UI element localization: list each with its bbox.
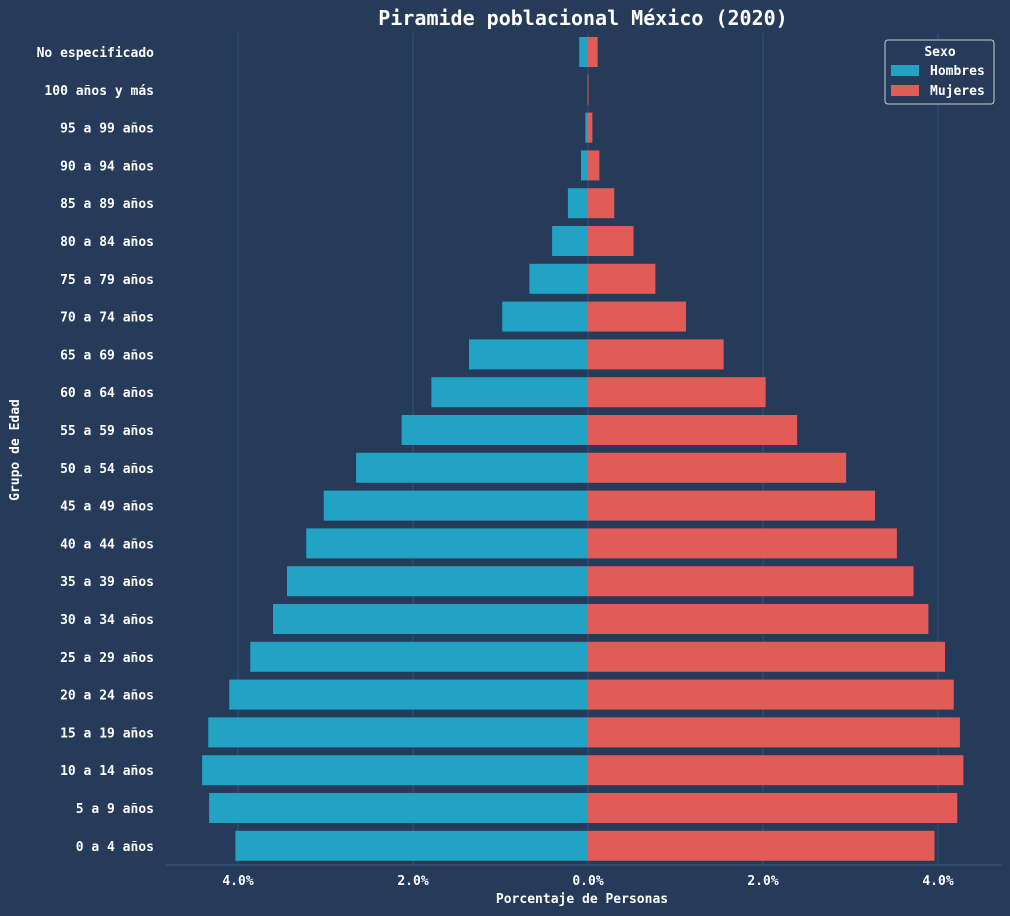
category-label-40-a-44-anos: 40 a 44 años xyxy=(60,537,154,552)
category-label-5-a-9-anos: 5 a 9 años xyxy=(76,802,154,817)
bar-mujeres-25-a-29-anos xyxy=(588,641,945,672)
x-tick-label: 0.0% xyxy=(572,874,603,889)
category-label-65-a-69-anos: 65 a 69 años xyxy=(60,348,154,363)
bar-hombres-100-anos-y-mas xyxy=(587,74,589,105)
category-label-45-a-49-anos: 45 a 49 años xyxy=(60,500,154,515)
category-label-95-a-99-anos: 95 a 99 años xyxy=(60,122,154,137)
bar-mujeres-90-a-94-anos xyxy=(588,150,600,181)
legend-swatch-hombres xyxy=(891,65,919,76)
bar-hombres-15-a-19-anos xyxy=(208,717,588,748)
bar-hombres-40-a-44-anos xyxy=(306,528,588,559)
bar-hombres-10-a-14-anos xyxy=(202,755,588,786)
legend-label-hombres: Hombres xyxy=(930,64,985,79)
x-tick-label: 2.0% xyxy=(397,874,428,889)
category-label-25-a-29-anos: 25 a 29 años xyxy=(60,651,154,666)
category-label-85-a-89-anos: 85 a 89 años xyxy=(60,197,154,212)
bars-group xyxy=(202,37,964,861)
x-tick-label: 4.0% xyxy=(922,874,953,889)
bar-mujeres-70-a-74-anos xyxy=(588,301,686,332)
legend-title: Sexo xyxy=(924,45,955,60)
category-label-50-a-54-anos: 50 a 54 años xyxy=(60,462,154,477)
legend: Sexo Hombres Mujeres xyxy=(884,39,995,105)
x-tick-label: 2.0% xyxy=(747,874,778,889)
x-tick-labels: 4.0% 2.0% 0.0% 2.0% 4.0% xyxy=(222,874,953,889)
bar-mujeres-5-a-9-anos xyxy=(588,793,958,823)
bar-mujeres-60-a-64-anos xyxy=(588,377,766,408)
category-labels: No especificado 100 años y más 95 a 99 año… xyxy=(37,46,155,855)
bar-hombres-80-a-84-anos xyxy=(552,226,588,256)
category-label-no-especificado: No especificado xyxy=(37,46,155,61)
category-label-10-a-14-anos: 10 a 14 años xyxy=(60,764,154,779)
bar-mujeres-100-anos-y-mas xyxy=(588,74,589,105)
category-label-35-a-39-anos: 35 a 39 años xyxy=(60,575,154,590)
x-axis-label: Porcentaje de Personas xyxy=(496,892,668,907)
bar-mujeres-50-a-54-anos xyxy=(588,452,847,483)
category-label-60-a-64-anos: 60 a 64 años xyxy=(60,386,154,401)
legend-label-mujeres: Mujeres xyxy=(930,84,985,99)
bar-hombres-90-a-94-anos xyxy=(581,150,588,181)
bar-hombres-0-a-4-anos xyxy=(235,830,588,861)
bar-mujeres-35-a-39-anos xyxy=(588,566,914,597)
bar-mujeres-85-a-89-anos xyxy=(588,188,615,219)
bar-hombres-95-a-99-anos xyxy=(585,112,588,143)
x-tick-label: 4.0% xyxy=(222,874,253,889)
bar-hombres-30-a-34-anos xyxy=(273,604,588,634)
bar-hombres-no-especificado xyxy=(579,37,588,67)
category-label-30-a-34-anos: 30 a 34 años xyxy=(60,613,154,628)
category-label-80-a-84-anos: 80 a 84 años xyxy=(60,235,154,250)
category-label-90-a-94-anos: 90 a 94 años xyxy=(60,159,154,174)
bar-hombres-70-a-74-anos xyxy=(502,301,588,332)
category-label-20-a-24-anos: 20 a 24 años xyxy=(60,689,154,704)
bar-hombres-35-a-39-anos xyxy=(287,566,588,597)
bar-mujeres-95-a-99-anos xyxy=(588,112,593,143)
bar-hombres-25-a-29-anos xyxy=(250,641,588,672)
bar-mujeres-30-a-34-anos xyxy=(588,604,929,634)
legend-swatch-mujeres xyxy=(891,85,919,96)
bar-mujeres-45-a-49-anos xyxy=(588,490,875,521)
bar-mujeres-80-a-84-anos xyxy=(588,226,634,256)
y-axis-label: Grupo de Edad xyxy=(8,399,23,501)
bar-hombres-75-a-79-anos xyxy=(529,263,588,294)
bar-hombres-20-a-24-anos xyxy=(229,679,588,710)
bar-mujeres-20-a-24-anos xyxy=(588,679,954,710)
bar-hombres-45-a-49-anos xyxy=(323,490,588,521)
bar-mujeres-0-a-4-anos xyxy=(588,830,935,861)
bar-mujeres-10-a-14-anos xyxy=(588,755,964,786)
chart-title: Piramide poblacional México (2020) xyxy=(378,6,787,30)
bar-hombres-55-a-59-anos xyxy=(401,415,588,445)
bar-hombres-65-a-69-anos xyxy=(469,339,588,370)
category-label-0-a-4-anos: 0 a 4 años xyxy=(76,840,154,855)
bar-hombres-5-a-9-anos xyxy=(209,793,588,823)
category-label-70-a-74-anos: 70 a 74 años xyxy=(60,311,154,326)
bar-mujeres-15-a-19-anos xyxy=(588,717,960,748)
category-label-100-anos-y-mas: 100 años y más xyxy=(44,84,154,99)
bar-mujeres-no-especificado xyxy=(588,37,598,67)
bar-mujeres-75-a-79-anos xyxy=(588,263,656,294)
category-label-55-a-59-anos: 55 a 59 años xyxy=(60,424,154,439)
bar-hombres-50-a-54-anos xyxy=(356,452,588,483)
category-label-75-a-79-anos: 75 a 79 años xyxy=(60,273,154,288)
category-label-15-a-19-anos: 15 a 19 años xyxy=(60,726,154,741)
bar-hombres-85-a-89-anos xyxy=(567,188,588,219)
bar-hombres-60-a-64-anos xyxy=(431,377,588,408)
bar-mujeres-55-a-59-anos xyxy=(588,415,798,445)
bar-mujeres-40-a-44-anos xyxy=(588,528,897,559)
bar-mujeres-65-a-69-anos xyxy=(588,339,724,370)
